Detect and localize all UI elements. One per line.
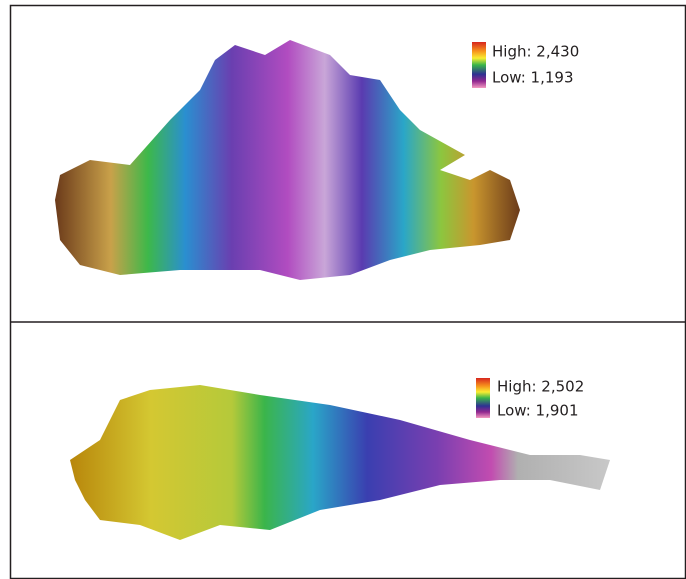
legend-swatch	[472, 42, 486, 88]
legend-high: High: 2,502	[497, 378, 584, 396]
legend-high: High: 2,430	[492, 43, 579, 61]
terrain-map	[55, 40, 520, 280]
legend-low: Low: 1,193	[492, 69, 573, 87]
legend-swatch	[476, 378, 490, 418]
legend-low: Low: 1,901	[497, 402, 578, 420]
terrain-map	[70, 385, 610, 540]
